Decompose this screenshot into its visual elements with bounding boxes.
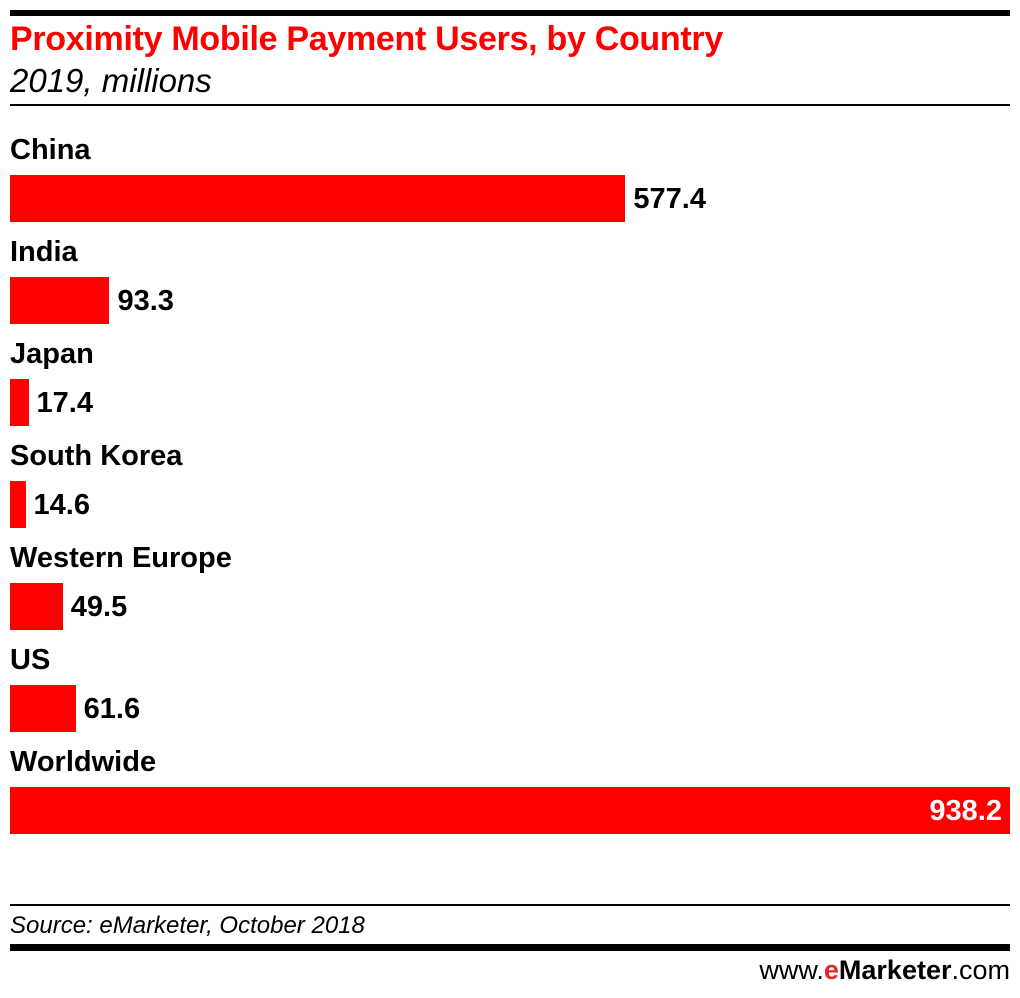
logo-prefix: www. xyxy=(759,955,824,985)
footer-divider xyxy=(10,904,1010,906)
value-label: 938.2 xyxy=(929,795,1002,827)
bar xyxy=(10,379,29,426)
logo-e: e xyxy=(823,955,839,985)
header-divider xyxy=(10,104,1010,106)
bar xyxy=(10,481,26,528)
value-label: 577.4 xyxy=(633,183,706,215)
bar xyxy=(10,685,76,732)
chart-subtitle: 2019, millions xyxy=(10,62,212,99)
value-label: 61.6 xyxy=(83,693,141,725)
logo-brand: Marketer xyxy=(838,955,952,985)
bar xyxy=(10,787,1010,834)
category-label: Worldwide xyxy=(10,746,157,778)
category-label: Western Europe xyxy=(10,542,232,574)
value-label: 93.3 xyxy=(117,285,174,317)
bar xyxy=(10,583,63,630)
source-note: Source: eMarketer, October 2018 xyxy=(10,912,365,939)
category-label: China xyxy=(10,134,91,166)
chart-title: Proximity Mobile Payment Users, by Count… xyxy=(10,20,723,58)
category-label: Japan xyxy=(10,338,94,370)
bar xyxy=(10,277,110,324)
category-label: India xyxy=(10,236,78,268)
emarketer-logo: www.eMarketer.com xyxy=(759,955,1010,986)
category-label: US xyxy=(10,644,51,676)
value-label: 49.5 xyxy=(70,591,128,623)
footer-bar xyxy=(10,944,1010,951)
top-bar xyxy=(10,10,1010,16)
bar xyxy=(10,175,626,222)
logo-suffix: .com xyxy=(951,955,1010,985)
value-label: 17.4 xyxy=(36,387,93,419)
category-label: South Korea xyxy=(10,440,183,472)
value-label: 14.6 xyxy=(33,489,90,521)
